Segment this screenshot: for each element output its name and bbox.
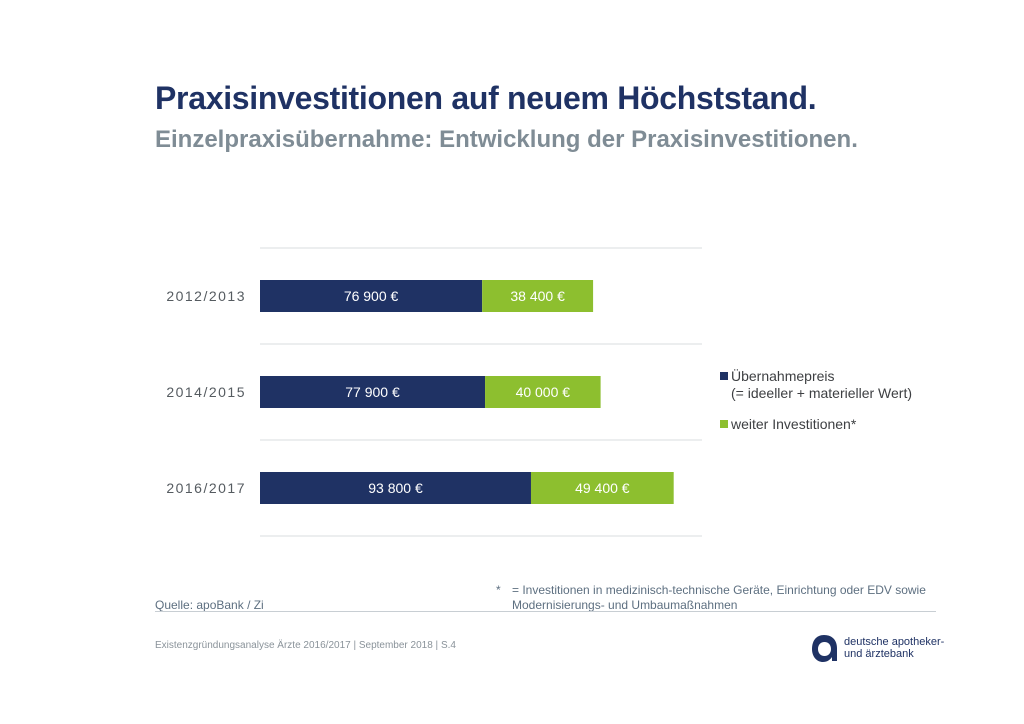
footnote: * = Investitionen in medizinisch-technis… bbox=[496, 583, 926, 613]
bar-label-1-1: 40 000 € bbox=[516, 384, 571, 400]
source-note: Quelle: apoBank / Zi bbox=[155, 598, 264, 612]
bar-label-1-2: 49 400 € bbox=[575, 480, 630, 496]
bar-0-2 bbox=[260, 472, 531, 504]
bar-1-0 bbox=[482, 280, 594, 312]
brand-line-2: und ärztebank bbox=[844, 648, 914, 660]
brand-logo: deutsche apotheker- und ärztebank bbox=[810, 633, 944, 663]
legend-note-uebernahmepreis: (= ideeller + materieller Wert) bbox=[731, 385, 913, 401]
footnote-mark: * bbox=[496, 583, 501, 597]
footer-meta: Existenzgründungsanalyse Ärzte 2016/2017… bbox=[155, 640, 456, 651]
brand-line-1: deutsche apotheker- bbox=[844, 636, 945, 648]
legend-label-weiter-investitionen: weiter Investitionen* bbox=[731, 416, 857, 432]
bar-label-0-2: 93 800 € bbox=[368, 480, 423, 496]
legend-label-uebernahmepreis: Übernahmepreis bbox=[731, 368, 835, 384]
category-label-2: 2016/2017 bbox=[166, 480, 246, 496]
page-subtitle: Einzelpraxisübernahme: Entwicklung der P… bbox=[155, 126, 858, 153]
legend-swatch-uebernahmepreis bbox=[720, 372, 728, 380]
category-label-0: 2012/2013 bbox=[166, 288, 246, 304]
bar-label-1-0: 38 400 € bbox=[510, 288, 565, 304]
chart-legend: Übernahmepreis (= ideeller + materieller… bbox=[720, 368, 912, 433]
footnote-line-1: = Investitionen in medizinisch-technisch… bbox=[512, 583, 926, 597]
apobank-logo-icon bbox=[812, 635, 837, 662]
bar-label-0-1: 77 900 € bbox=[345, 384, 400, 400]
footer-divider bbox=[155, 611, 936, 612]
category-label-1: 2014/2015 bbox=[166, 384, 246, 400]
legend-swatch-weiter-investitionen bbox=[720, 420, 728, 428]
bar-0-1 bbox=[260, 376, 486, 408]
page-title: Praxisinvestitionen auf neuem Höchststan… bbox=[155, 80, 817, 116]
bar-0-0 bbox=[260, 280, 483, 312]
footnote-line-2: Modernisierungs- und Umbaumaßnahmen bbox=[512, 598, 738, 612]
legend-item-weiter-investitionen: weiter Investitionen* bbox=[720, 416, 912, 433]
legend-item-uebernahmepreis: Übernahmepreis (= ideeller + materieller… bbox=[720, 368, 912, 402]
bar-1-1 bbox=[485, 376, 601, 408]
bar-1-2 bbox=[530, 472, 674, 504]
bar-label-0-0: 76 900 € bbox=[344, 288, 399, 304]
